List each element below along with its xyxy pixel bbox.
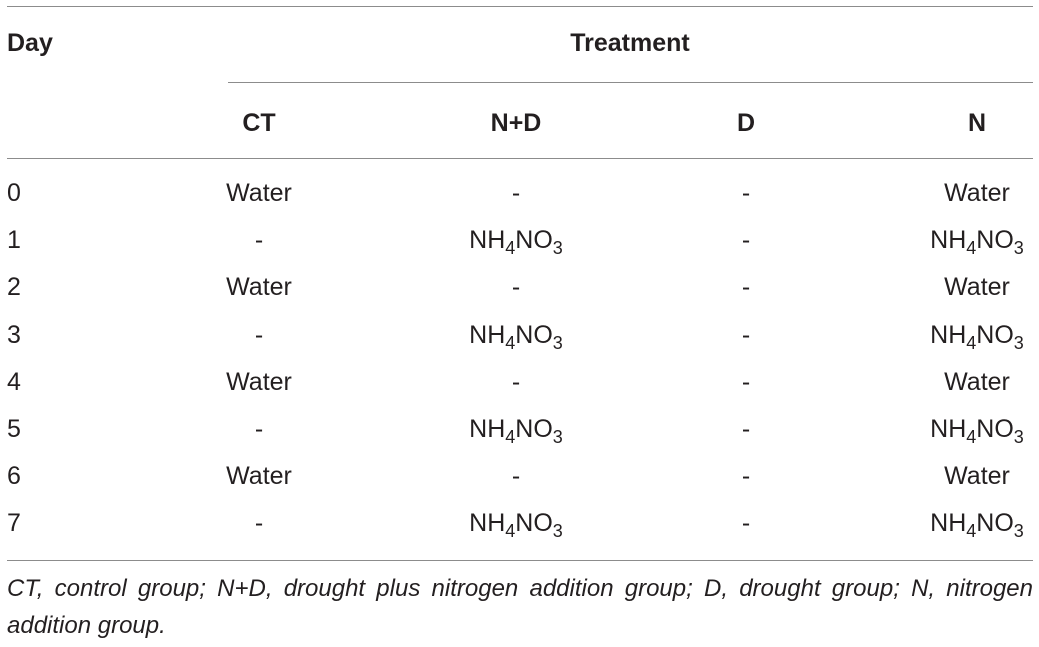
header-treatment: Treatment <box>570 29 690 57</box>
table-cell: - <box>741 320 751 349</box>
cell-day: 6 <box>7 462 21 491</box>
header-ct: CT <box>242 109 276 137</box>
table-cell: - <box>741 462 751 491</box>
table-cell: NH4NO3 <box>469 226 563 259</box>
table-cell: - <box>254 320 264 349</box>
table-cell: - <box>741 179 751 207</box>
table-cell: Water <box>226 367 292 396</box>
table-cell: - <box>511 367 521 396</box>
table-cell: - <box>254 509 264 538</box>
cell-day: 2 <box>7 273 21 302</box>
table-cell: NH4NO3 <box>930 226 1024 259</box>
header-bottom-rule <box>7 158 1033 159</box>
header-n: N <box>967 109 987 137</box>
table-cell: - <box>511 179 521 207</box>
table-cell: Water <box>226 462 292 491</box>
cell-day: 5 <box>7 415 21 443</box>
table-cell: NH4NO3 <box>930 415 1024 447</box>
table-cell: - <box>741 367 751 396</box>
cell-day: 3 <box>7 320 21 349</box>
table-bottom-rule <box>7 560 1033 561</box>
table-cell: - <box>254 226 264 255</box>
table-footnote: CT, control group; N+D, drought plus nit… <box>7 575 1033 639</box>
table-cell: - <box>741 273 751 302</box>
header-d: D <box>736 109 756 137</box>
header-day: Day <box>7 29 53 57</box>
treatment-span-rule <box>228 82 1033 83</box>
table-cell: - <box>741 509 751 538</box>
table-cell: Water <box>944 367 1010 396</box>
table-cell: NH4NO3 <box>930 509 1024 542</box>
table-cell: Water <box>944 462 1010 491</box>
table-cell: Water <box>944 179 1010 207</box>
cell-day: 0 <box>7 179 21 207</box>
table-cell: NH4NO3 <box>469 415 563 447</box>
table-cell: Water <box>226 273 292 302</box>
table-top-rule <box>7 6 1033 7</box>
table-cell: Water <box>226 179 292 207</box>
table-cell: - <box>741 226 751 255</box>
table-cell: - <box>511 273 521 302</box>
cell-day: 1 <box>7 226 21 255</box>
table-cell: NH4NO3 <box>469 320 563 353</box>
cell-day: 7 <box>7 509 21 538</box>
table-cell: - <box>511 462 521 491</box>
table-cell: - <box>254 415 264 443</box>
table-cell: Water <box>944 273 1010 302</box>
cell-day: 4 <box>7 367 21 396</box>
table-cell: - <box>741 415 751 443</box>
header-nd: N+D <box>490 109 542 137</box>
table-cell: NH4NO3 <box>930 320 1024 353</box>
table-cell: NH4NO3 <box>469 509 563 542</box>
